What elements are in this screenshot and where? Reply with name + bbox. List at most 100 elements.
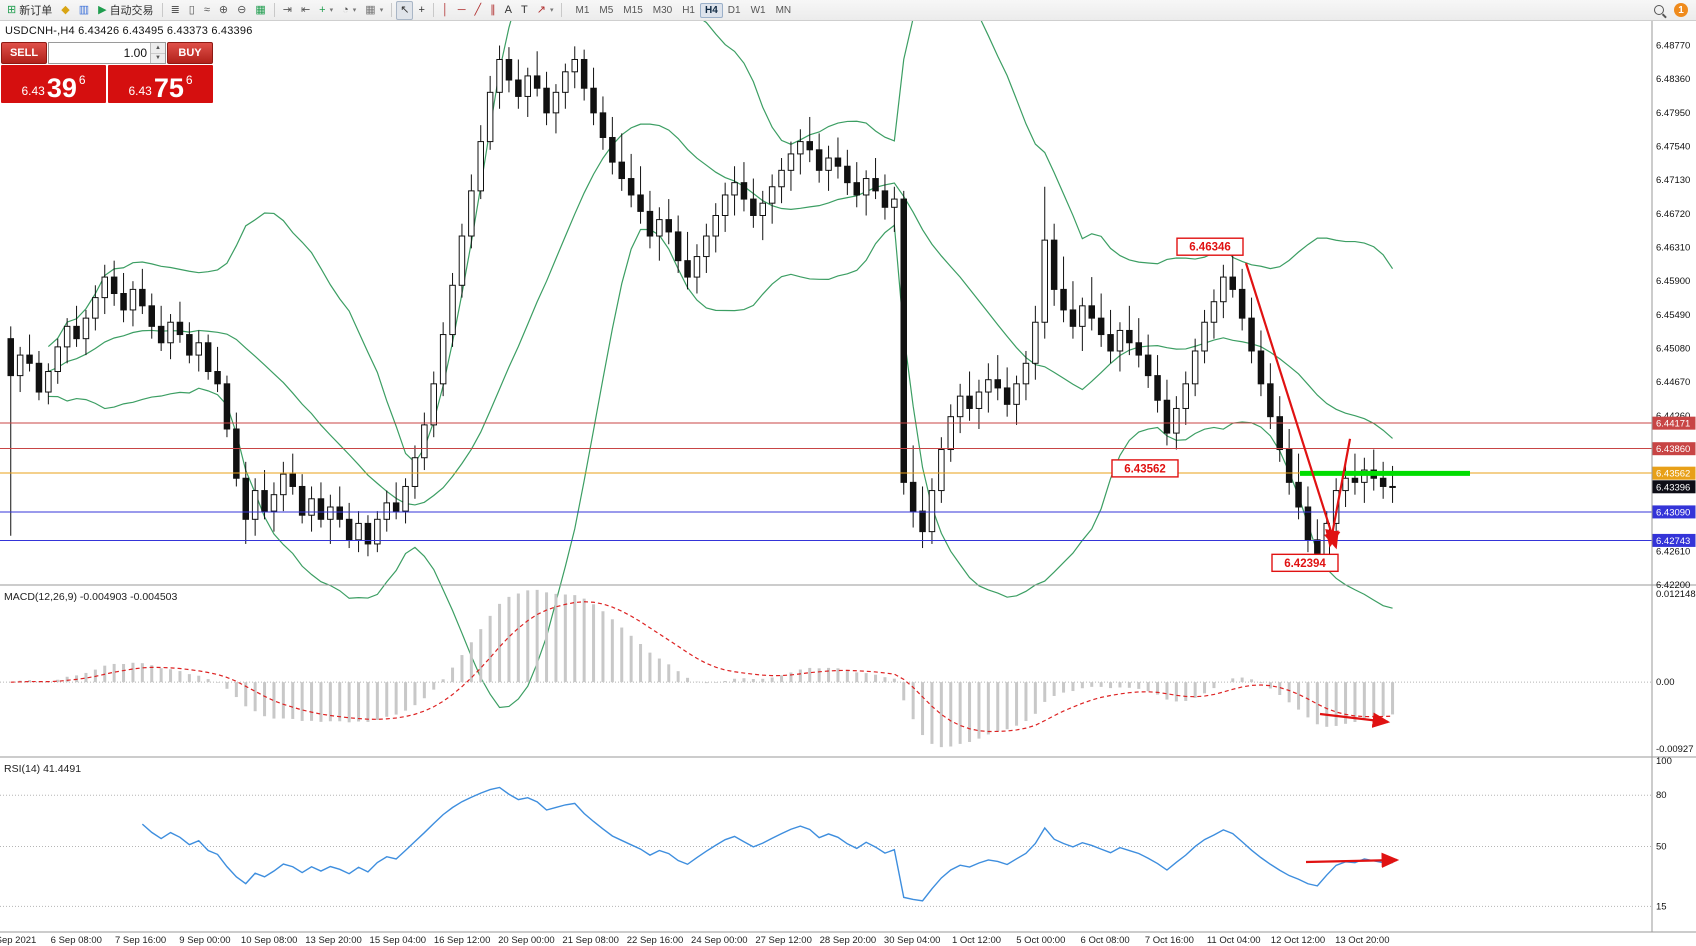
text-button[interactable]: A [501,1,516,20]
macd-panel: MACD(12,26,9) -0.004903 -0.004503 0.01214… [0,589,1696,755]
market-watch-icon-icon: ▥ [78,3,90,16]
auto-scroll-icon: ⇥ [282,3,292,16]
svg-text:28 Sep 20:00: 28 Sep 20:00 [820,935,877,946]
period-menu-icon: ◔ [342,3,349,16]
template-menu-button[interactable]: ▦ ▾ [361,1,387,20]
zoom-in-button[interactable]: ⊕ [215,1,232,20]
svg-text:MACD(12,26,9) -0.004903 -0.004: MACD(12,26,9) -0.004903 -0.004503 [4,591,178,603]
chart-candles-icon[interactable]: ▯ [185,1,199,20]
rsi-panel: RSI(14) 41.4491 100 80 50 15 [0,756,1672,912]
price-note-low[interactable]: 6.42394 [1271,553,1339,573]
annotations[interactable]: 6.46346 6.43562 6.42394 [1111,237,1470,869]
chart-shift-button[interactable]: ⇤ [297,1,314,20]
buy-button[interactable]: BUY [167,42,213,64]
add-indicator-icon: + [319,3,326,16]
lot-decrease-button[interactable]: ▼ [151,53,165,63]
lot-size-field[interactable]: 1.00 ▲ ▼ [48,42,166,64]
price-note-mid[interactable]: 6.43562 [1111,459,1179,478]
zoom-out-button[interactable]: ⊖ [233,1,250,20]
trendline-button[interactable]: ╱ [471,1,486,20]
svg-text:11 Oct 04:00: 11 Oct 04:00 [1207,935,1261,946]
search-button[interactable] [1650,2,1668,19]
timeframe-d1[interactable]: D1 [727,4,741,16]
alerts-icon[interactable]: ◆ [57,1,73,20]
auto-trading-icon: ▶ [98,3,107,16]
svg-text:6.48360: 6.48360 [1656,74,1690,85]
svg-text:6.42394: 6.42394 [1284,558,1326,570]
period-menu-button[interactable]: ◔ ▾ [338,1,360,20]
buy-price-display[interactable]: 6.43 75 6 [108,65,213,103]
svg-text:6.45080: 6.45080 [1656,344,1690,355]
svg-text:6.42743: 6.42743 [1656,536,1690,547]
label-button[interactable]: T [517,1,532,20]
arrows-menu-button[interactable]: ↗ ▾ [533,1,558,20]
svg-text:5 Oct 00:00: 5 Oct 00:00 [1016,935,1065,946]
svg-text:6.43090: 6.43090 [1656,507,1690,518]
price-axis[interactable]: 6.48770 6.48360 6.47950 6.47540 6.47130 6.467… [1652,41,1696,591]
timeframe-m30[interactable]: M30 [652,4,673,16]
lot-spinner[interactable]: ▲ ▼ [150,43,165,63]
svg-text:6.45490: 6.45490 [1656,310,1690,321]
timeframe-mn[interactable]: MN [775,4,792,16]
svg-text:6.44260: 6.44260 [1656,411,1690,422]
tile-windows-button[interactable]: ▦ [251,1,269,20]
toolbar-separator [432,3,434,17]
cursor-button[interactable]: ↖ [396,0,414,20]
timeframe-h1[interactable]: H1 [682,4,695,16]
auto-trading-button[interactable]: ▶ 自动交易 [94,1,157,20]
timeframe-m1[interactable]: M1 [575,4,590,16]
main-toolbar: ⊞ 新订单 ◆ ▥ ▶ 自动交易 ≣ ▯ ≈ ⊕ ⊖ ▦ ⇥ ⇤ + ▾ ◔ ▾ ▦ ▾ ↖ + │ ─ ╱ ∥ A T ↗ ▾ M1 M5 M… [0,0,1696,21]
new-order-icon: ⊞ [7,3,17,16]
timeframe-h4[interactable]: H4 [700,2,723,18]
chart-bars-icon[interactable]: ≣ [167,1,184,20]
new-order-button-label: 新订单 [19,5,53,17]
svg-text:6.47130: 6.47130 [1656,175,1690,186]
timeframe-w1[interactable]: W1 [750,4,766,16]
timeframe-m15[interactable]: M15 [623,4,643,16]
notification-badge[interactable]: 1 [1674,3,1688,17]
vertical-line-icon: │ [441,3,449,16]
lot-size-value[interactable]: 1.00 [123,46,147,60]
horizontal-line-icon: ─ [457,3,466,16]
svg-text:24 Sep 00:00: 24 Sep 00:00 [691,935,748,946]
svg-text:22 Sep 16:00: 22 Sep 16:00 [627,935,684,946]
market-watch-icon[interactable]: ▥ [75,1,93,20]
svg-text:10 Sep 08:00: 10 Sep 08:00 [241,935,298,946]
label-icon: T [521,3,528,16]
svg-text:12 Oct 12:00: 12 Oct 12:00 [1271,935,1325,946]
channel-button[interactable]: ∥ [486,1,500,20]
tile-windows-icon: ▦ [255,3,266,16]
sell-price-display[interactable]: 6.43 39 6 [1,65,106,103]
chart-line-icon[interactable]: ≈ [200,1,214,20]
zoom-in-icon: ⊕ [218,3,229,16]
svg-text:7 Oct 16:00: 7 Oct 16:00 [1145,935,1194,946]
lot-increase-button[interactable]: ▲ [151,43,165,54]
svg-text:0.00: 0.00 [1656,677,1675,688]
svg-text:50: 50 [1656,842,1667,853]
trendline-icon: ╱ [474,3,482,16]
price-note-high[interactable]: 6.46346 [1176,237,1244,256]
one-click-trade-panel: SELL 1.00 ▲ ▼ BUY 6.43 39 6 6.43 75 6 [1,42,213,103]
auto-scroll-button[interactable]: ⇥ [279,1,296,20]
price-chart-canvas[interactable]: 6.48770 6.48360 6.47950 6.47540 6.47130 6.467… [0,21,1696,946]
sell-button[interactable]: SELL [1,42,47,64]
add-indicator-button[interactable]: + ▾ [315,1,337,20]
vertical-line-button[interactable]: │ [438,1,453,20]
buy-price-big: 75 [153,73,184,104]
horizontal-line-button[interactable]: ─ [454,1,470,20]
svg-text:6.44171: 6.44171 [1656,419,1690,430]
svg-text:6.46720: 6.46720 [1656,209,1690,220]
svg-text:6.46346: 6.46346 [1189,242,1231,254]
time-axis[interactable]: 3 Sep 2021 6 Sep 08:00 7 Sep 16:00 9 Sep 00… [0,935,1390,946]
sell-price-point: 6 [78,73,86,87]
arrows-menu-icon: ↗ [536,3,546,16]
crosshair-button[interactable]: + [414,1,428,20]
svg-text:27 Sep 12:00: 27 Sep 12:00 [755,935,812,946]
timeframe-m5[interactable]: M5 [599,4,614,16]
svg-text:13 Oct 20:00: 13 Oct 20:00 [1335,935,1389,946]
new-order-button[interactable]: ⊞ 新订单 [3,1,56,20]
candles [7,45,1396,570]
chart-bars-icon-icon: ≣ [170,3,180,16]
svg-text:7 Sep 16:00: 7 Sep 16:00 [115,935,166,946]
sell-price-big: 39 [46,73,77,104]
